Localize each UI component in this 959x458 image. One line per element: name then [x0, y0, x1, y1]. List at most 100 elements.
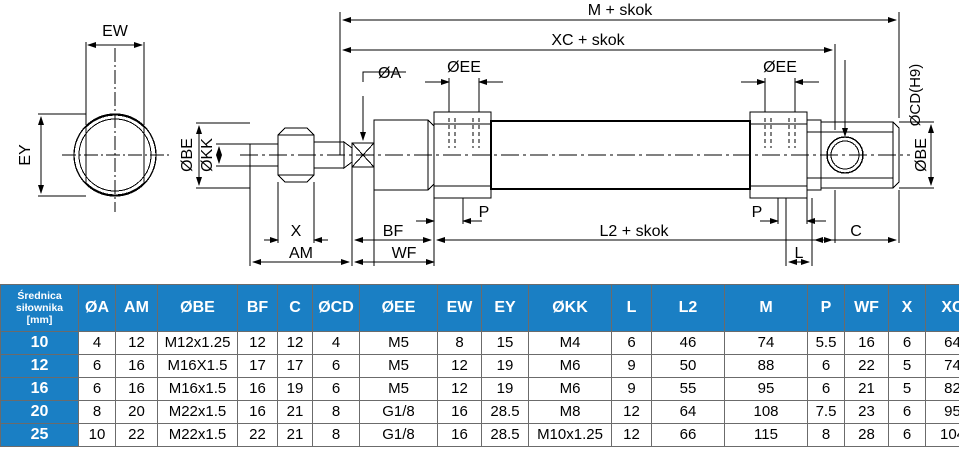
cell-XC: 82 [925, 377, 959, 401]
header-cell: ØEE [359, 284, 438, 332]
cell-EW: 8 [437, 331, 482, 355]
cell-P: 8 [807, 423, 845, 447]
label-ocd-h9: ØCD(H9) [907, 64, 924, 127]
cell-ØEE: M5 [359, 377, 438, 401]
cell-M: 95 [724, 377, 808, 401]
header-cell: EY [481, 284, 529, 332]
cell-ØCD: 8 [312, 400, 360, 424]
dimension-oee-right [741, 78, 819, 112]
cell-EW: 16 [437, 423, 482, 447]
cell-WF: 23 [844, 400, 889, 424]
label-ew: EW [102, 23, 129, 40]
cell-P: 6 [807, 377, 845, 401]
cell-ØEE: M5 [359, 354, 438, 378]
label-p-right: P [752, 204, 763, 221]
cell-X: 5 [888, 377, 926, 401]
cell-L: 9 [611, 354, 652, 378]
dimension-c [811, 190, 900, 243]
cell-C: 12 [277, 331, 313, 355]
cell-BF: 16 [237, 400, 278, 424]
label-c: C [850, 223, 862, 240]
cell-ØBE: M16x1.5 [157, 377, 238, 401]
cell-EY: 28.5 [481, 423, 529, 447]
cell-BF: 12 [237, 331, 278, 355]
dimension-ew [85, 42, 145, 125]
header-cell: WF [844, 284, 889, 332]
cell-X: 5 [888, 354, 926, 378]
cell-M: 74 [724, 331, 808, 355]
cell-XC: 74 [925, 354, 959, 378]
cell-WF: 22 [844, 354, 889, 378]
label-wf: WF [392, 245, 417, 262]
cell-ØA: 8 [78, 400, 116, 424]
cell-ØKK: M6 [528, 377, 612, 401]
dimension-xc-skok [339, 44, 836, 155]
header-cell: EW [437, 284, 482, 332]
cylinder-drawing-svg: EW EY ØBE ØKK ØA ØEE ØEE ØCD(H9) ØBE M +… [17, 2, 934, 266]
cell-WF: 16 [844, 331, 889, 355]
cell-diameter: 25 [0, 423, 79, 447]
cell-XC: 64 [925, 331, 959, 355]
cell-BF: 17 [237, 354, 278, 378]
cell-ØCD: 8 [312, 423, 360, 447]
header-cell: ØA [78, 284, 116, 332]
cell-AM: 22 [115, 423, 158, 447]
cell-ØA: 4 [78, 331, 116, 355]
label-l2-skok: L2 + skok [600, 223, 670, 240]
cell-ØCD: 6 [312, 377, 360, 401]
cell-X: 6 [888, 400, 926, 424]
rear-clevis-block [806, 119, 900, 191]
cell-AM: 12 [115, 331, 158, 355]
cell-EY: 15 [481, 331, 529, 355]
cell-C: 19 [277, 377, 313, 401]
cell-ØA: 10 [78, 423, 116, 447]
cell-X: 6 [888, 331, 926, 355]
dimension-p-left [416, 198, 482, 224]
label-obe-right: ØBE [913, 138, 930, 172]
label-oee-left: ØEE [447, 59, 481, 76]
cell-diameter: 16 [0, 377, 79, 401]
header-diameter-line3: [mm] [26, 314, 53, 327]
header-cell: M [724, 284, 808, 332]
header-cell: X [888, 284, 926, 332]
cell-C: 21 [277, 400, 313, 424]
header-cell: L2 [651, 284, 725, 332]
cell-EY: 28.5 [481, 400, 529, 424]
header-cell: ØBE [157, 284, 238, 332]
cell-L: 6 [611, 331, 652, 355]
cell-P: 5.5 [807, 331, 845, 355]
cell-ØCD: 4 [312, 331, 360, 355]
cell-BF: 16 [237, 377, 278, 401]
label-ey: EY [17, 144, 34, 166]
cell-AM: 16 [115, 354, 158, 378]
dimension-l2-skok [433, 190, 836, 243]
dimension-oa [360, 71, 406, 141]
label-p-left: P [479, 204, 490, 221]
cell-AM: 20 [115, 400, 158, 424]
header-diameter-line2: siłownika [15, 301, 64, 314]
header-cell: ØCD [312, 284, 360, 332]
spec-table-container: Średnica siłownika [mm] ØA AM ØBE BF C Ø… [0, 284, 959, 458]
dimension-obe-left [196, 122, 250, 189]
cell-EW: 12 [437, 377, 482, 401]
table-header-row: Średnica siłownika [mm] ØA AM ØBE BF C Ø… [0, 284, 959, 332]
header-cell: C [277, 284, 313, 332]
cell-WF: 21 [844, 377, 889, 401]
cell-ØA: 6 [78, 377, 116, 401]
cell-L2: 64 [651, 400, 725, 424]
cell-L: 9 [611, 377, 652, 401]
header-cell-diameter: Średnica siłownika [mm] [0, 284, 79, 332]
cylinder-dimension-table: Średnica siłownika [mm] ØA AM ØBE BF C Ø… [0, 284, 959, 447]
dimension-x [264, 182, 328, 243]
cell-X: 6 [888, 423, 926, 447]
cell-ØEE: G1/8 [359, 423, 438, 447]
cell-M: 88 [724, 354, 808, 378]
cell-ØBE: M16X1.5 [157, 354, 238, 378]
cell-ØKK: M4 [528, 331, 612, 355]
header-cell: XC [925, 284, 959, 332]
label-x: X [291, 223, 302, 240]
header-cell: BF [237, 284, 278, 332]
